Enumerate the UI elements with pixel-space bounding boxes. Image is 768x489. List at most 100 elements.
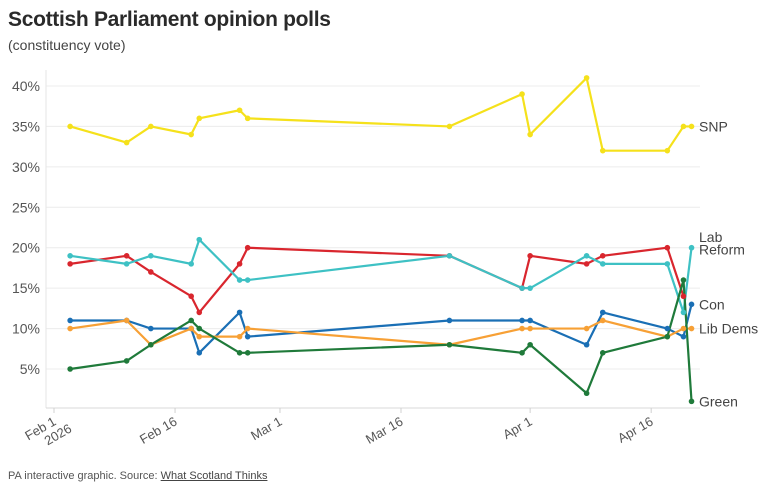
point-lib-dems[interactable] — [527, 325, 533, 332]
line-reform — [69, 238, 693, 314]
point-snp[interactable] — [519, 91, 525, 97]
y-tick-label: 35% — [12, 118, 40, 134]
point-snp[interactable] — [664, 147, 671, 154]
point-lab[interactable] — [236, 261, 243, 267]
point-snp[interactable] — [527, 131, 533, 138]
point-green[interactable] — [446, 341, 453, 348]
point-reform[interactable] — [664, 261, 671, 267]
point-con[interactable] — [196, 350, 203, 356]
point-reform[interactable] — [123, 261, 130, 267]
point-reform[interactable] — [599, 261, 606, 267]
point-lab[interactable] — [148, 269, 154, 275]
point-lab[interactable] — [188, 293, 194, 300]
point-con[interactable] — [446, 317, 453, 324]
point-con[interactable] — [664, 325, 671, 332]
point-snp[interactable] — [123, 139, 130, 146]
chart-subtitle: (constituency vote) — [8, 37, 126, 53]
point-lib-dems[interactable] — [236, 333, 243, 340]
point-con[interactable] — [583, 341, 590, 348]
point-green[interactable] — [599, 350, 606, 356]
point-reform[interactable] — [188, 261, 194, 267]
point-reform[interactable] — [148, 253, 154, 259]
point-green[interactable] — [244, 350, 251, 356]
point-snp[interactable] — [688, 123, 695, 130]
point-reform[interactable] — [519, 285, 525, 291]
point-reform[interactable] — [446, 253, 453, 259]
point-con[interactable] — [148, 325, 154, 332]
point-snp[interactable] — [244, 115, 251, 122]
point-snp[interactable] — [196, 115, 203, 122]
point-reform[interactable] — [680, 309, 687, 316]
point-snp[interactable] — [188, 131, 194, 138]
point-green[interactable] — [664, 333, 671, 340]
y-tick-label: 40% — [12, 78, 40, 94]
point-lab[interactable] — [527, 253, 533, 259]
point-reform[interactable] — [583, 253, 590, 259]
line-lib-dems — [69, 319, 692, 346]
line-snp — [69, 76, 692, 152]
point-lib-dems[interactable] — [583, 325, 590, 332]
point-lib-dems[interactable] — [188, 325, 194, 332]
chart-title: Scottish Parliament opinion polls — [8, 8, 331, 31]
point-green[interactable] — [680, 277, 687, 283]
point-con[interactable] — [599, 309, 606, 316]
point-reform[interactable] — [244, 277, 251, 283]
point-lib-dems[interactable] — [680, 325, 687, 332]
point-lab[interactable] — [196, 309, 203, 316]
point-green[interactable] — [519, 350, 525, 356]
point-reform[interactable] — [236, 277, 243, 283]
point-lab[interactable] — [123, 253, 130, 259]
point-green[interactable] — [188, 317, 194, 324]
point-lab[interactable] — [599, 253, 606, 259]
point-green[interactable] — [123, 358, 130, 364]
point-con[interactable] — [688, 301, 695, 308]
point-green[interactable] — [67, 366, 73, 372]
axes — [45, 70, 700, 409]
point-reform[interactable] — [688, 244, 695, 251]
point-snp[interactable] — [583, 75, 590, 81]
point-lab[interactable] — [664, 244, 671, 251]
point-reform[interactable] — [527, 285, 533, 291]
y-tick-label: 15% — [12, 280, 40, 296]
footer-credit: PA interactive graphic. Source: What Sco… — [8, 470, 267, 482]
point-reform[interactable] — [196, 236, 203, 243]
series-points — [67, 75, 695, 405]
point-snp[interactable] — [446, 123, 453, 130]
point-lib-dems[interactable] — [688, 325, 695, 332]
point-snp[interactable] — [67, 123, 73, 130]
point-lib-dems[interactable] — [599, 317, 606, 324]
point-lib-dems[interactable] — [244, 325, 251, 332]
point-snp[interactable] — [236, 107, 243, 114]
source-link[interactable]: What Scotland Thinks — [160, 470, 268, 482]
credit-text: PA interactive graphic. Source: — [8, 470, 161, 482]
point-green[interactable] — [148, 341, 154, 348]
point-reform[interactable] — [67, 253, 73, 259]
point-con[interactable] — [680, 333, 687, 340]
point-con[interactable] — [519, 317, 525, 324]
point-lib-dems[interactable] — [67, 325, 73, 332]
x-tick-label: Feb 12026 — [22, 409, 74, 456]
point-lib-dems[interactable] — [123, 317, 130, 324]
point-con[interactable] — [236, 309, 243, 316]
point-lab[interactable] — [244, 244, 251, 251]
point-lab[interactable] — [680, 293, 687, 300]
y-axis-ticks: 5% 10% 15% 20% 25% 30% 35% 40% — [12, 78, 40, 377]
point-snp[interactable] — [599, 147, 606, 154]
point-green[interactable] — [236, 350, 243, 356]
point-lab[interactable] — [583, 261, 590, 267]
point-green[interactable] — [527, 341, 533, 348]
point-lib-dems[interactable] — [519, 325, 525, 332]
point-green[interactable] — [583, 390, 590, 397]
point-lab[interactable] — [67, 261, 73, 267]
end-label-green: Green — [699, 393, 738, 409]
point-snp[interactable] — [680, 123, 687, 130]
x-tick-label: Apr 16 — [615, 414, 656, 446]
point-green[interactable] — [688, 398, 695, 405]
point-lib-dems[interactable] — [196, 333, 203, 340]
point-snp[interactable] — [148, 123, 154, 130]
point-con[interactable] — [527, 317, 533, 324]
point-green[interactable] — [196, 325, 203, 332]
point-con[interactable] — [244, 333, 251, 340]
point-con[interactable] — [67, 317, 73, 324]
x-tick-label: Mar 1 — [248, 414, 284, 444]
